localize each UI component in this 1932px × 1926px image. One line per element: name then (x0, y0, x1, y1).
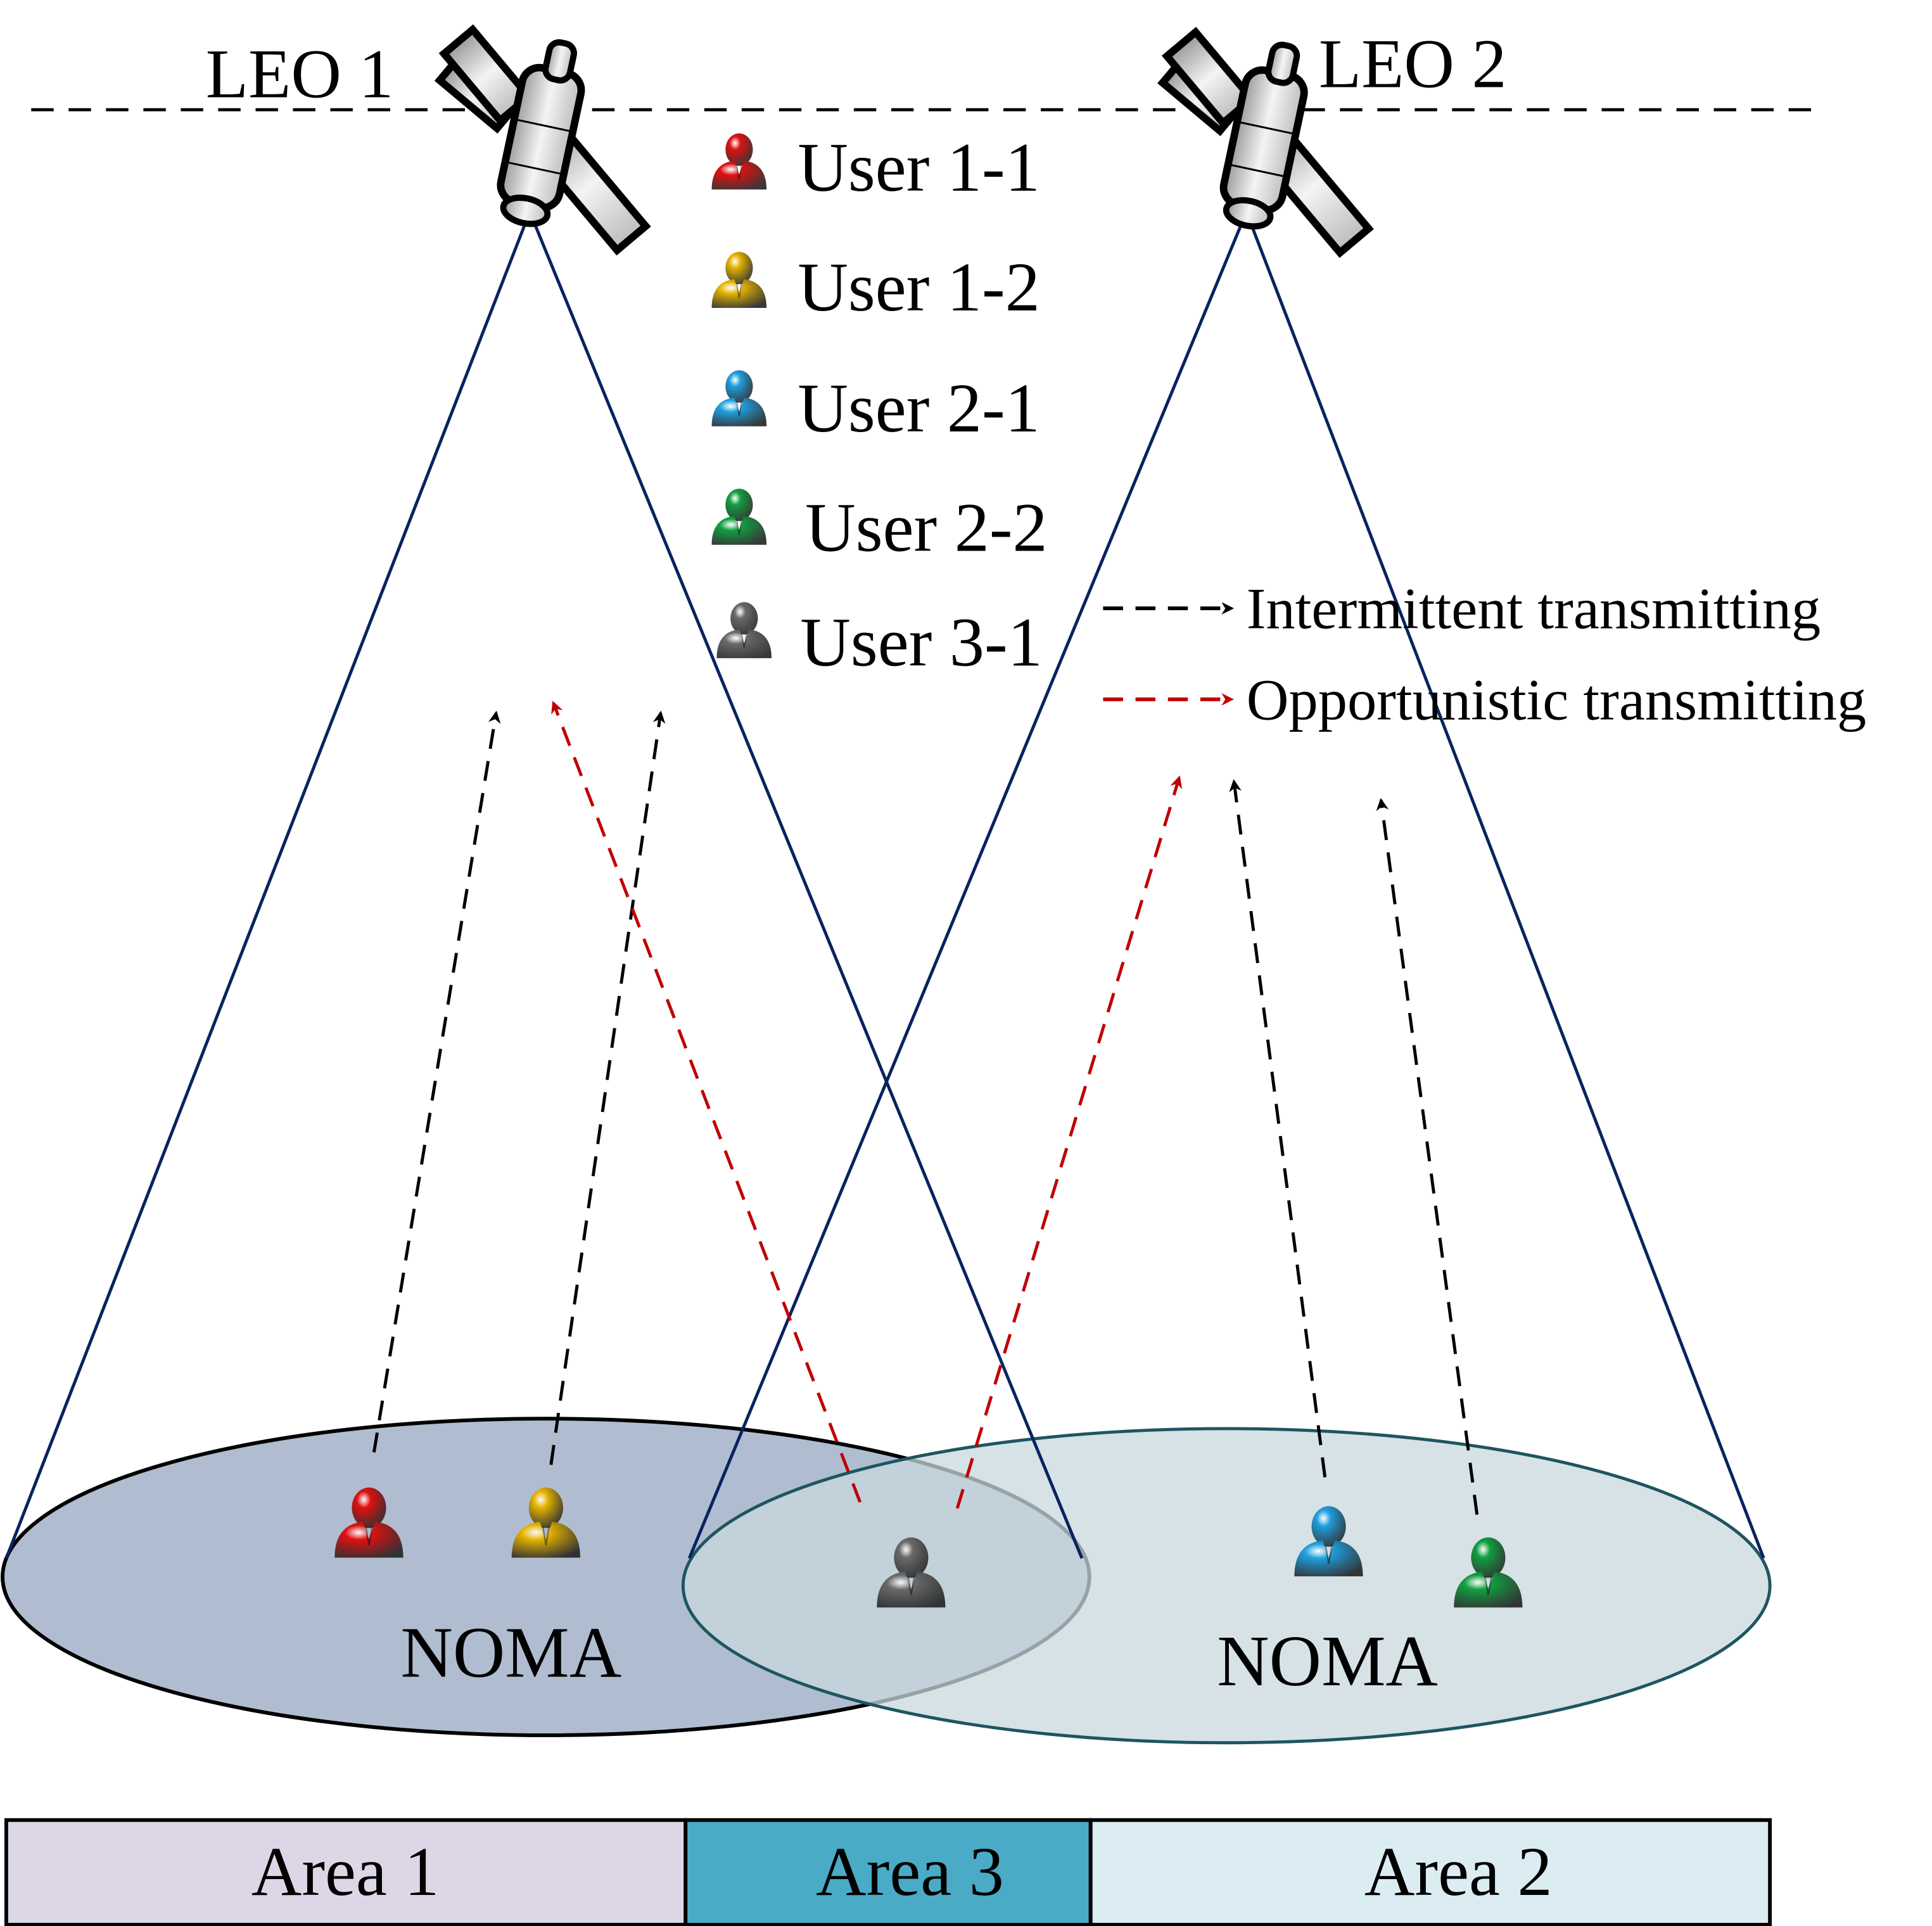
ground-user-1-2-icon (511, 1487, 581, 1558)
user-tie (735, 283, 742, 298)
user-tie (365, 1526, 373, 1546)
legend-label-opportunistic: Opportunistic transmitting (1247, 668, 1867, 732)
user-icon (716, 602, 772, 658)
opportunistic-arrow-user-3-1-leo2 (955, 775, 1183, 1509)
user-head (528, 1487, 563, 1528)
satellite-base (1223, 197, 1274, 230)
user-legend: User 1-1 User 1-2 User 2-1 User 2-2 User… (711, 129, 1048, 681)
user-icon (711, 370, 767, 426)
ground-user-2-1-icon (1294, 1506, 1363, 1577)
area-1-label: Area 1 (251, 1833, 440, 1910)
user-icon (711, 133, 767, 190)
satellite-label-leo1: LEO 1 (206, 35, 394, 112)
legend-label-user-1-1: User 1-1 (798, 129, 1039, 206)
satellite-antenna (542, 39, 577, 84)
user-icon (711, 488, 767, 545)
user-head (725, 133, 753, 166)
noma-label-area1: NOMA (400, 1612, 621, 1692)
user-body (1294, 1540, 1363, 1577)
user-icon (711, 252, 767, 309)
user-head (730, 602, 758, 635)
ground-user-3-1-icon (877, 1537, 946, 1608)
legend-label-intermittent: Intermittent transmitting (1247, 577, 1821, 642)
satellite-label-leo2: LEO 2 (1319, 25, 1507, 103)
intermittent-arrow-user-2-1 (1229, 779, 1327, 1477)
area-1-segment (4, 1818, 688, 1926)
satellite-base (500, 195, 551, 227)
user-body (711, 516, 767, 545)
user-head (1471, 1537, 1506, 1578)
legend-label-user-2-1: User 2-1 (798, 369, 1039, 447)
user-body (1454, 1571, 1523, 1608)
user-tie (735, 401, 742, 417)
area-3-segment (683, 1818, 1093, 1926)
user-tie (542, 1526, 550, 1546)
area-bar (4, 1818, 1772, 1926)
user-body (334, 1521, 404, 1558)
user-head (894, 1537, 929, 1578)
user-body (716, 629, 772, 658)
user-tie (1325, 1545, 1333, 1564)
legend-label-user-1-2: User 1-2 (798, 248, 1039, 326)
arrow-legend: Intermittent transmitting Opportunistic … (1103, 577, 1867, 732)
intermittent-arrow-user-1-2 (549, 710, 666, 1465)
satellite-antenna (1265, 41, 1300, 86)
ground-user-2-2-icon (1454, 1537, 1523, 1608)
area-2-label: Area 2 (1364, 1833, 1553, 1910)
user-head (352, 1487, 386, 1528)
ground-user-1-1-icon (334, 1487, 404, 1558)
user-tie (735, 164, 742, 180)
user-body (711, 279, 767, 309)
coverage-area-leo2 (681, 1427, 1772, 1745)
opportunistic-arrow-user-3-1-leo1 (551, 701, 862, 1503)
intermittent-arrow-user-2-2 (1376, 798, 1479, 1515)
satellite-icon (1157, 27, 1374, 258)
user-body (877, 1571, 946, 1608)
user-head (725, 252, 753, 284)
user-tie (740, 633, 747, 649)
intermittent-arrow-user-1-1 (372, 710, 501, 1453)
user-head (725, 488, 753, 521)
user-body (711, 397, 767, 426)
user-tie (907, 1576, 915, 1595)
legend-label-user-2-2: User 2-2 (805, 489, 1047, 566)
user-body (711, 160, 767, 190)
user-head (725, 370, 753, 403)
user-body (511, 1521, 581, 1558)
area-2-segment (1088, 1818, 1772, 1926)
user-tie (735, 520, 742, 535)
satellite-icon (434, 24, 651, 256)
area-3-label: Area 3 (816, 1833, 1004, 1910)
user-head (1311, 1506, 1346, 1547)
noma-label-area2: NOMA (1217, 1621, 1438, 1701)
user-tie (1484, 1576, 1492, 1595)
legend-label-user-3-1: User 3-1 (800, 604, 1042, 681)
